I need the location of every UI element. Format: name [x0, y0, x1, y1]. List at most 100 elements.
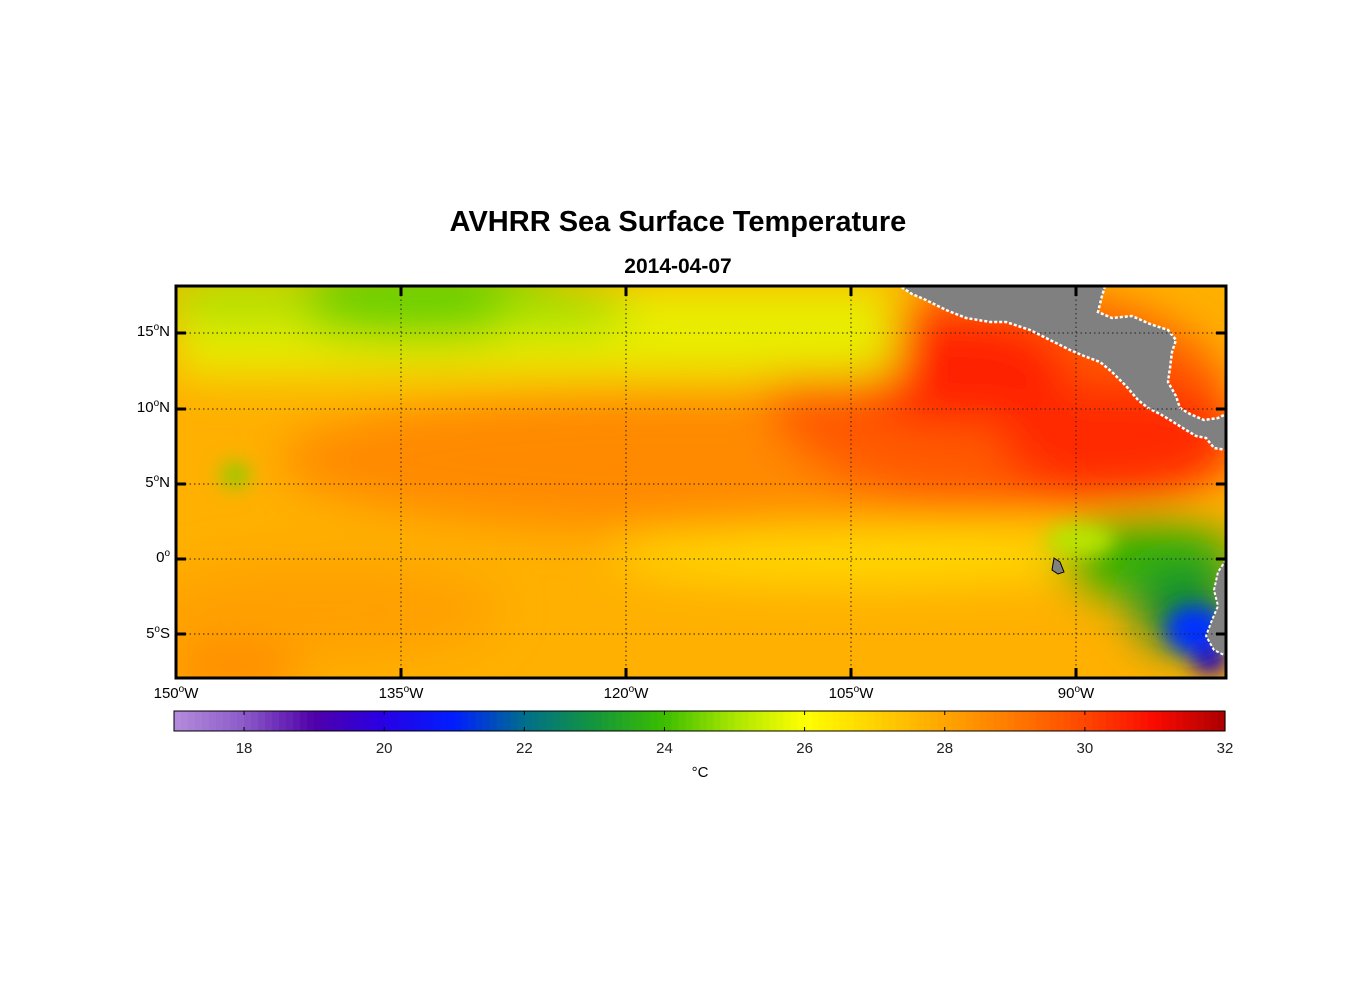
- colorbar-segment: [741, 711, 750, 731]
- colorbar-segment: [552, 711, 560, 731]
- colorbar-segment: [909, 711, 918, 731]
- colorbar-tick-label: 20: [375, 740, 393, 757]
- colorbar-segment: [223, 711, 231, 731]
- colorbar-segment: [636, 711, 645, 731]
- colorbar-segment: [748, 711, 757, 731]
- colorbar-segment: [937, 711, 946, 731]
- colorbar-segment: [384, 711, 392, 731]
- colorbar-tick-label: 30: [1076, 740, 1094, 757]
- colorbar-segment: [1000, 711, 1009, 731]
- colorbar-segment: [1154, 711, 1163, 731]
- colorbar-segment: [1203, 711, 1212, 731]
- colorbar-segment: [846, 711, 855, 731]
- colorbar-tick-label: 18: [235, 740, 253, 757]
- galapagos-island: [1051, 557, 1065, 575]
- colorbar-segment: [391, 711, 399, 731]
- colorbar-segment: [524, 711, 532, 731]
- colorbar-segment: [244, 711, 252, 731]
- colorbar-segment: [1196, 711, 1205, 731]
- colorbar-segment: [608, 711, 617, 731]
- colorbar-segment: [293, 711, 301, 731]
- colorbar-segment: [1119, 711, 1128, 731]
- lat-tick-label: 0o: [156, 548, 170, 567]
- lat-tick-label: 5oN: [145, 473, 170, 491]
- colorbar-segment: [706, 711, 715, 731]
- colorbar-segment: [503, 711, 511, 731]
- colorbar-segment: [895, 711, 904, 731]
- colorbar-segment: [321, 711, 329, 731]
- colorbar-segment: [482, 711, 490, 731]
- colorbar-segment: [195, 711, 203, 731]
- colorbar-segment: [993, 711, 1002, 731]
- colorbar-segment: [916, 711, 925, 731]
- colorbar-segment: [349, 711, 357, 731]
- colorbar-segment: [1021, 711, 1030, 731]
- lon-tick-label: 135oW: [378, 684, 424, 702]
- colorbar-segment: [1077, 711, 1086, 731]
- colorbar-segment: [468, 711, 476, 731]
- colorbar-segment: [713, 711, 722, 731]
- colorbar-segment: [300, 711, 308, 731]
- colorbar-segment: [279, 711, 287, 731]
- lon-tick-label: 150oW: [153, 684, 199, 702]
- colorbar-segment: [1112, 711, 1121, 731]
- colorbar-segment: [818, 711, 827, 731]
- colorbar-segment: [202, 711, 210, 731]
- colorbar-segment: [1049, 711, 1058, 731]
- colorbar-segment: [1056, 711, 1065, 731]
- sst-field: [176, 286, 1226, 678]
- colorbar-segment: [601, 711, 610, 731]
- colorbar-segment: [251, 711, 259, 731]
- colorbar-segment: [797, 711, 806, 731]
- colorbar-segment: [1014, 711, 1023, 731]
- colorbar-segment: [860, 711, 869, 731]
- colorbar-segment: [461, 711, 469, 731]
- colorbar-segment: [643, 711, 652, 731]
- lat-tick-label: 15oN: [136, 322, 170, 341]
- map-ticks: [176, 286, 1226, 678]
- colorbar-segment: [1175, 711, 1184, 731]
- colorbar-segment: [181, 711, 189, 731]
- colorbar-segment: [174, 711, 182, 731]
- colorbar-segment: [657, 711, 666, 731]
- colorbar-segment: [1098, 711, 1107, 731]
- chart-title: AVHRR Sea Surface Temperature: [449, 206, 907, 238]
- colorbar-segment: [335, 711, 343, 731]
- colorbar-segment: [1028, 711, 1037, 731]
- colorbar-segment: [1035, 711, 1044, 731]
- colorbar-segment: [881, 711, 890, 731]
- colorbar-segment: [874, 711, 883, 731]
- colorbar-segment: [699, 711, 708, 731]
- colorbar-segment: [720, 711, 729, 731]
- colorbar-segment: [650, 711, 659, 731]
- colorbar-unit: °C: [691, 764, 709, 781]
- colorbar-segment: [839, 711, 848, 731]
- colorbar-segment: [587, 711, 595, 731]
- lon-tick-label: 90oW: [1057, 684, 1095, 702]
- colorbar-segment: [888, 711, 897, 731]
- colorbar-frame: [173, 710, 1226, 732]
- colorbar-segment: [671, 711, 680, 731]
- colorbar-segment: [832, 711, 841, 731]
- colorbar-segment: [958, 711, 967, 731]
- colorbar-segment: [454, 711, 462, 731]
- colorbar-segment: [559, 711, 567, 731]
- colorbar-segment: [419, 711, 427, 731]
- colorbar-segment: [363, 711, 371, 731]
- colorbar-segment: [1217, 711, 1226, 731]
- colorbar-segment: [1140, 711, 1149, 731]
- colorbar-segment: [426, 711, 434, 731]
- colorbar-segment: [265, 711, 273, 731]
- colorbar-segment: [615, 711, 624, 731]
- colorbar-segment: [755, 711, 764, 731]
- chart-subtitle: 2014-04-07: [624, 255, 732, 278]
- colorbar-segment: [622, 711, 631, 731]
- colorbar-segment: [678, 711, 687, 731]
- colorbar-segment: [692, 711, 701, 731]
- lat-tick-label: 10oN: [136, 397, 170, 416]
- colorbar-tick-label: 22: [515, 740, 533, 757]
- colorbar-segment: [944, 711, 953, 731]
- colorbar-segment: [629, 711, 638, 731]
- colorbar-segment: [377, 711, 385, 731]
- colorbar-segment: [853, 711, 862, 731]
